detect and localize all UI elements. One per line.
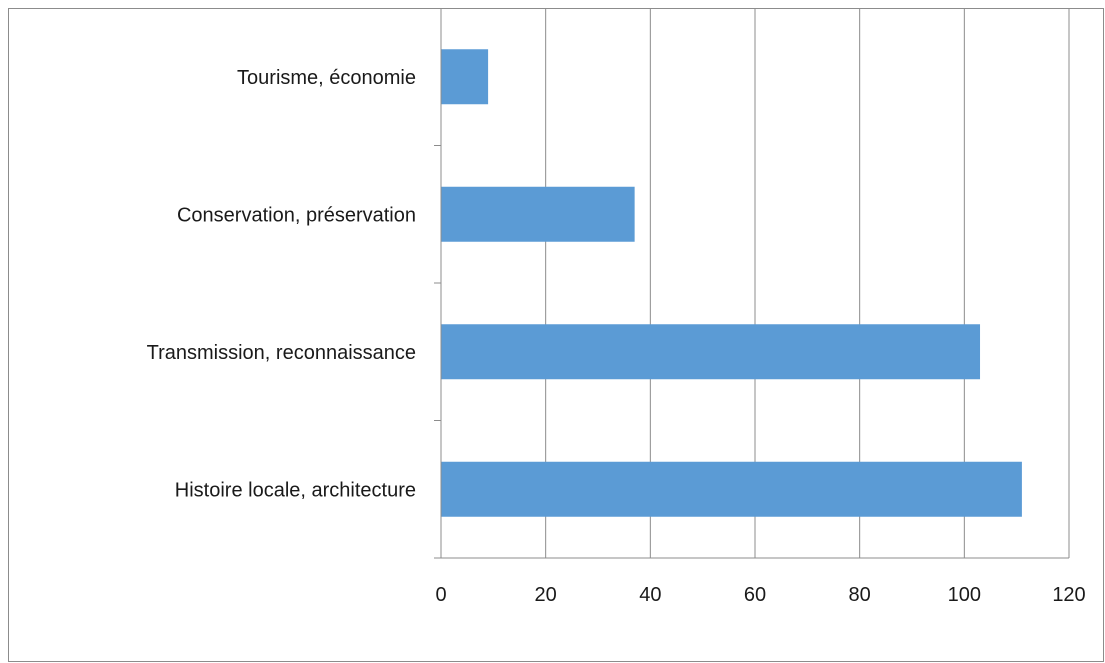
category-label: Conservation, préservation <box>177 204 416 226</box>
x-tick-label: 100 <box>948 584 981 606</box>
x-tick-label: 80 <box>849 584 871 606</box>
x-tick-label: 120 <box>1052 584 1085 606</box>
axes <box>434 8 1069 559</box>
bars <box>441 49 1022 517</box>
category-label: Histoire locale, architecture <box>175 479 416 501</box>
category-label: Tourisme, économie <box>237 67 416 89</box>
bar <box>441 49 489 105</box>
category-label: Transmission, reconnaissance <box>147 342 416 364</box>
x-tick-label: 40 <box>639 584 661 606</box>
x-tick-label: 60 <box>744 584 766 606</box>
x-tick-label: 0 <box>435 584 446 606</box>
bar <box>441 461 1022 517</box>
bar <box>441 186 635 242</box>
x-tick-label: 20 <box>535 584 557 606</box>
bar <box>441 324 981 380</box>
labels: 0 20 40 60 80 100 120 Tourisme, économie Conserv… <box>147 67 1086 606</box>
